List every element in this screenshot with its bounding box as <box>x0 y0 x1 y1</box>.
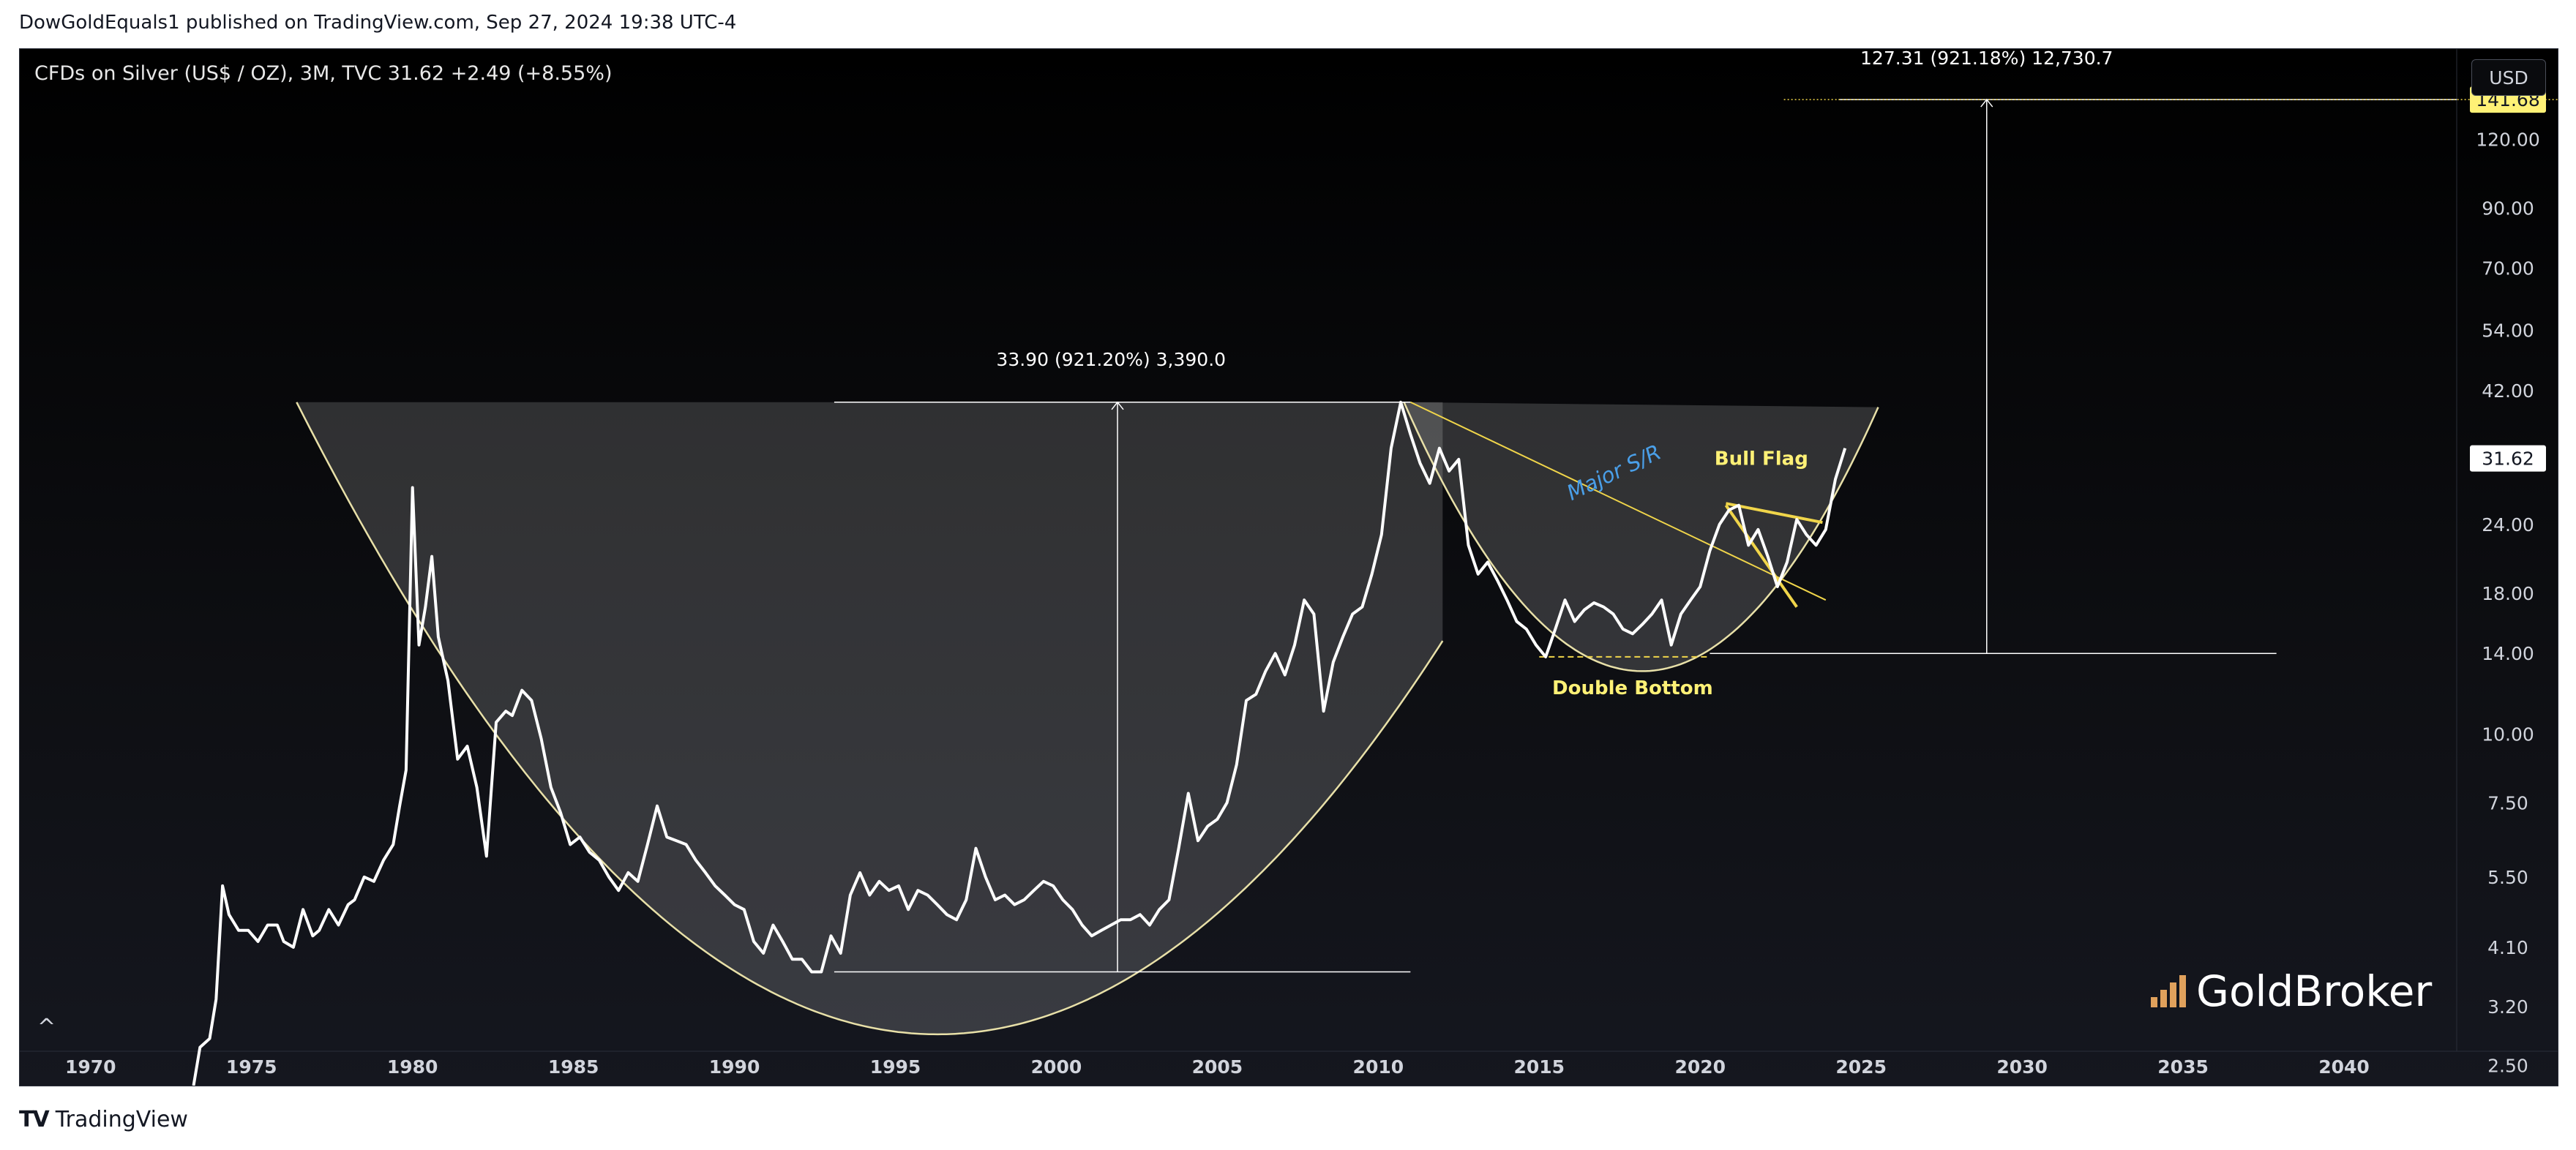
tradingview-logo-icon: TV <box>19 1106 50 1132</box>
measure-label-right: 127.31 (921.18%) 12,730.7 <box>1860 49 2113 69</box>
x-tick-label: 2010 <box>1353 1056 1404 1078</box>
y-tick-label: 3.20 <box>2487 996 2528 1018</box>
last-price-label: 31.62 <box>2482 448 2534 470</box>
price-series-line <box>192 400 1847 1086</box>
x-tick-label: 1975 <box>226 1056 277 1078</box>
y-tick-label: 54.00 <box>2482 320 2534 342</box>
x-tick-label: 1990 <box>709 1056 760 1078</box>
x-tick-label: 2040 <box>2318 1056 2370 1078</box>
cup-outline-large <box>296 402 1444 1036</box>
cup-outline-small <box>1403 402 1879 672</box>
y-tick-label: 5.50 <box>2487 867 2528 888</box>
x-tick-label: 1980 <box>387 1056 438 1078</box>
x-tick-label: 2030 <box>1996 1056 2048 1078</box>
symbol-legend[interactable]: CFDs on Silver (US$ / OZ), 3M, TVC 31.62… <box>34 62 613 85</box>
x-tick-label: 2025 <box>1835 1056 1887 1078</box>
last-price-badge <box>2470 445 2546 472</box>
y-tick-label: 4.10 <box>2487 937 2528 958</box>
goldbroker-logo-icon <box>2151 975 2186 1007</box>
y-tick-label: 70.00 <box>2482 258 2534 279</box>
x-tick-label: 1985 <box>548 1056 599 1078</box>
y-tick-label: 90.00 <box>2482 198 2534 219</box>
y-tick-label: 18.00 <box>2482 583 2534 604</box>
cup-fill-large <box>296 402 1443 1034</box>
x-tick-label: 1995 <box>870 1056 921 1078</box>
goldbroker-watermark: GoldBroker <box>2151 966 2432 1016</box>
x-tick-label: 1970 <box>65 1056 116 1078</box>
y-tick-label: 120.00 <box>2476 129 2539 150</box>
bull-flag-top-line <box>1726 502 1823 525</box>
y-tick-label: 24.00 <box>2482 514 2534 535</box>
currency-button[interactable]: USD <box>2471 59 2546 96</box>
x-tick-label: 2000 <box>1031 1056 1082 1078</box>
measure-label-left: 33.90 (921.20%) 3,390.0 <box>996 349 1226 370</box>
x-tick-label: 2035 <box>2157 1056 2209 1078</box>
y-tick-label: 2.50 <box>2487 1056 2528 1077</box>
x-tick-label: 2020 <box>1674 1056 1726 1078</box>
tradingview-footer[interactable]: TV TradingView <box>19 1103 188 1135</box>
x-tick-label: 2015 <box>1514 1056 1565 1078</box>
price-chart[interactable]: 33.90 (921.20%) 3,390.0 127.31 (921.18%) … <box>20 49 2558 1086</box>
tradingview-brand: TradingView <box>55 1106 188 1132</box>
chart-area[interactable]: 33.90 (921.20%) 3,390.0 127.31 (921.18%) … <box>19 48 2558 1086</box>
bull-flag-bottom-line <box>1724 504 1798 608</box>
bull-flag-label: Bull Flag <box>1715 448 1808 470</box>
collapse-button[interactable]: ^ <box>37 1015 56 1040</box>
y-tick-label: 42.00 <box>2482 380 2534 402</box>
double-bottom-label: Double Bottom <box>1552 677 1713 699</box>
y-tick-label: 14.00 <box>2482 643 2534 664</box>
y-tick-label: 7.50 <box>2487 792 2528 813</box>
major-sr-line <box>1409 401 1827 601</box>
goldbroker-label: GoldBroker <box>2196 966 2433 1016</box>
cup-fill-small <box>1404 402 1879 672</box>
y-tick-label: 10.00 <box>2482 724 2534 745</box>
measure-arrowhead-right <box>1980 98 1993 108</box>
x-tick-label: 2005 <box>1192 1056 1243 1078</box>
measure-arrowhead-left <box>1111 401 1124 410</box>
publisher-line: DowGoldEquals1 published on TradingView.… <box>19 12 737 34</box>
